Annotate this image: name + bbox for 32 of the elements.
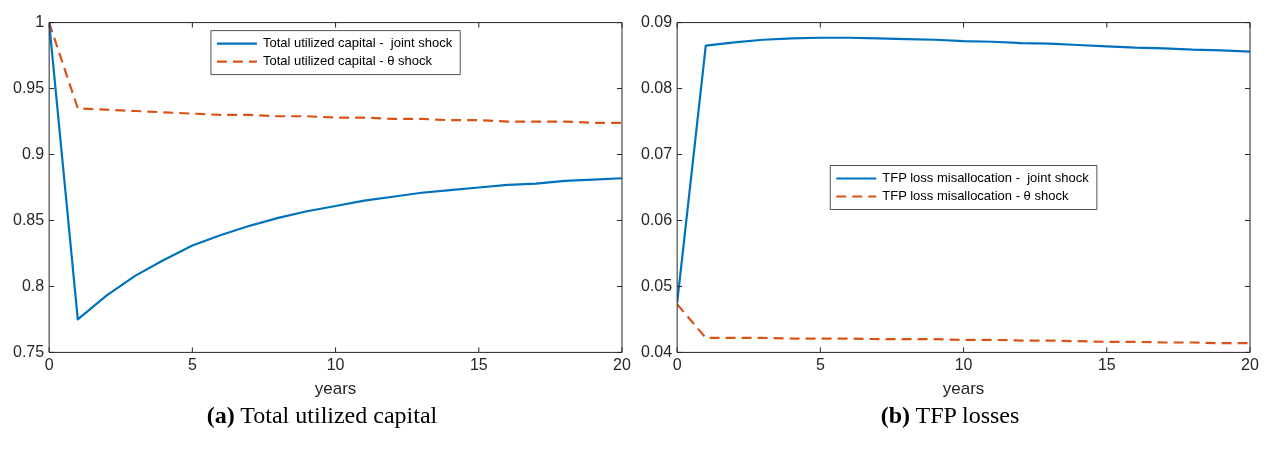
x-axis-title: years — [314, 379, 357, 399]
legend-label: TFP loss misallocation - θ shock — [882, 188, 1069, 204]
text: (a) Total utilized capital — [206, 402, 438, 428]
y-tick-label: 0.85 — [13, 210, 45, 228]
x-tick-label: 10 — [326, 356, 345, 374]
y-tick-label: 0.06 — [641, 210, 673, 228]
y-tick-label: 0.05 — [641, 276, 673, 294]
y-tick-label: 0.08 — [641, 78, 673, 96]
line-series — [677, 303, 1250, 345]
legend-label: TFP loss misallocation - joint shock — [882, 170, 1090, 186]
x-tick-label: 0 — [44, 356, 54, 374]
x-tick-label: 20 — [613, 356, 631, 374]
y-tick-label: 0.8 — [21, 276, 45, 294]
legend-label: Total utilized capital - joint shock — [262, 35, 453, 51]
x-tick-label: 15 — [1097, 356, 1116, 374]
x-axis-title: years — [942, 379, 985, 399]
line-series — [49, 22, 622, 124]
x-tick-label: 20 — [1241, 356, 1259, 374]
x-tick-label: 5 — [187, 356, 197, 374]
y-tick-label: 1 — [35, 13, 45, 31]
x-tick-label: 10 — [954, 356, 973, 374]
y-tick-label: 0.95 — [13, 78, 45, 96]
y-tick-label: 0.07 — [641, 144, 673, 162]
y-tick-label: 0.75 — [13, 342, 45, 360]
y-tick-label: 0.09 — [641, 13, 673, 31]
y-tick-label: 0.9 — [21, 144, 45, 162]
x-tick-label: 15 — [469, 356, 488, 374]
y-tick-label: 0.04 — [641, 342, 673, 360]
text: (b) TFP losses — [880, 402, 1020, 428]
legend-label: Total utilized capital - θ shock — [262, 53, 433, 69]
x-tick-label: 0 — [672, 356, 682, 374]
x-tick-label: 5 — [815, 356, 825, 374]
